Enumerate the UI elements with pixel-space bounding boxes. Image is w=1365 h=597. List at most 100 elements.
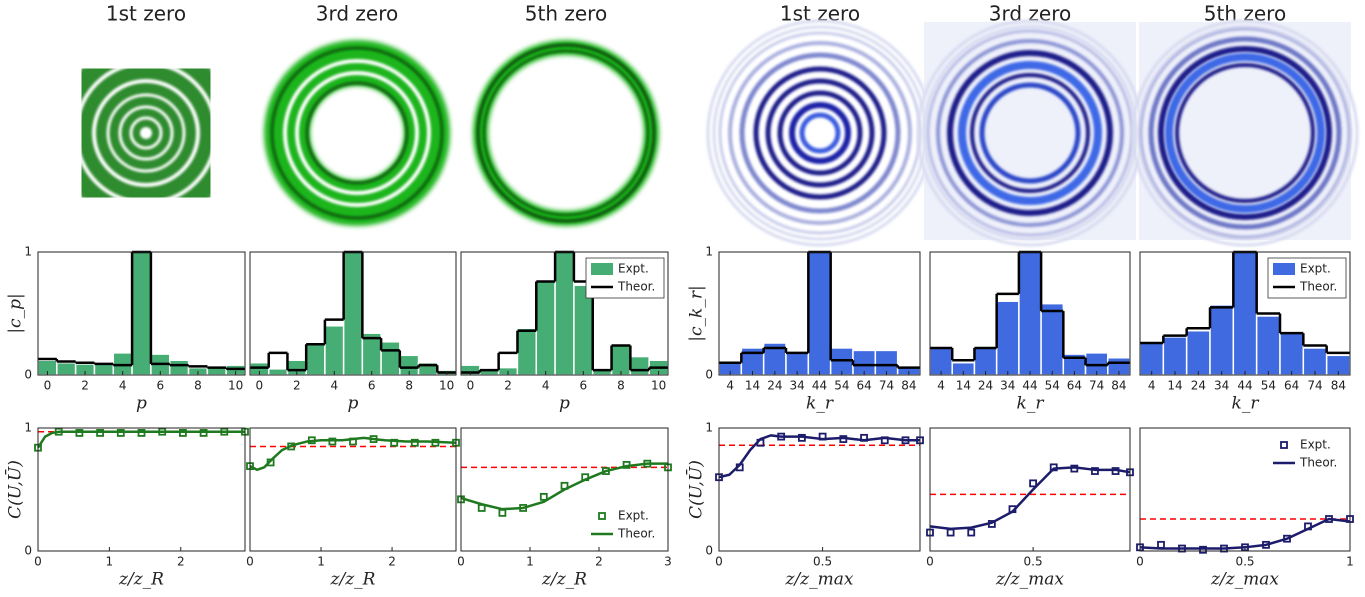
ring-band <box>481 48 652 219</box>
x-tick-label: 34 <box>1214 379 1229 393</box>
x-tick-label: 2 <box>293 379 301 393</box>
bar <box>555 252 574 375</box>
legend-label: Theor. <box>1299 456 1337 470</box>
bar <box>574 285 593 375</box>
legend-label: Expt. <box>618 262 649 276</box>
marker <box>1158 542 1164 548</box>
bar <box>57 363 76 375</box>
legend-marker <box>1281 442 1287 448</box>
x-tick-label: 0 <box>715 555 723 569</box>
theory-line <box>38 432 245 448</box>
x-tick-label: 1 <box>317 555 325 569</box>
axes-frame <box>930 428 1130 551</box>
x-tick-label: 4 <box>330 379 338 393</box>
bar <box>1303 348 1326 375</box>
x-tick-label: 10 <box>439 379 454 393</box>
x-tick-label: 24 <box>978 379 993 393</box>
x-tick-label: 6 <box>579 379 587 393</box>
x-tick-label: 34 <box>790 379 805 393</box>
image-title: 5th zero <box>525 2 607 26</box>
bar <box>362 333 381 375</box>
ring <box>478 45 654 221</box>
x-tick-label: 74 <box>879 379 894 393</box>
ring <box>297 73 417 193</box>
x-tick-label: 84 <box>1111 379 1126 393</box>
x-tick-label: 44 <box>812 379 827 393</box>
theory-line <box>719 435 920 477</box>
marker <box>582 474 588 480</box>
legend-label: Expt. <box>1300 262 1331 276</box>
x-axis-label: k_r <box>1232 394 1260 414</box>
x-axis-label: z/z_max <box>785 570 854 590</box>
marker <box>820 434 826 440</box>
x-tick-label: 10 <box>651 379 666 393</box>
x-tick-label: 1 <box>526 555 534 569</box>
y-tick-label: 1 <box>705 421 713 435</box>
legend-label: Theor. <box>617 527 655 541</box>
x-tick-label: 54 <box>1045 379 1060 393</box>
x-axis-label: z/z_max <box>995 570 1064 590</box>
bar <box>930 348 952 375</box>
x-tick-label: 54 <box>834 379 849 393</box>
bar <box>132 252 151 375</box>
ring <box>484 51 648 215</box>
x-tick-label: 2 <box>388 555 396 569</box>
x-tick-label: 2 <box>595 555 603 569</box>
x-axis-label: z/z_R <box>118 570 164 590</box>
legend-label: Expt. <box>618 509 649 523</box>
legend-label: Theor. <box>617 280 655 294</box>
bar <box>612 345 631 375</box>
x-axis-label: z/z_R <box>330 570 376 590</box>
x-axis-label: p <box>348 394 359 414</box>
bar <box>269 369 288 375</box>
ring <box>742 55 898 211</box>
marker <box>882 437 888 443</box>
ring <box>756 69 884 197</box>
bar <box>344 252 363 375</box>
x-tick-label: 8 <box>194 379 202 393</box>
x-tick-label: 4 <box>726 379 734 393</box>
marker <box>541 494 547 500</box>
x-tick-label: 84 <box>1331 379 1346 393</box>
ring-center <box>140 127 152 139</box>
x-tick-label: 0 <box>44 379 52 393</box>
bar <box>1187 331 1210 375</box>
y-axis-label: C(U,Ū) <box>686 460 707 519</box>
x-tick-label: 84 <box>901 379 916 393</box>
bar <box>974 347 996 375</box>
marker <box>350 439 356 445</box>
marker <box>391 440 397 446</box>
x-tick-label: 14 <box>745 379 760 393</box>
theory-line <box>930 467 1130 529</box>
marker <box>1030 480 1036 486</box>
ring-image <box>76 63 216 203</box>
x-tick-label: 24 <box>767 379 782 393</box>
y-tick-label: 1 <box>24 421 32 435</box>
ring <box>720 33 920 233</box>
y-tick-label: 0 <box>705 368 713 382</box>
bar <box>1210 305 1233 375</box>
bar <box>170 360 189 375</box>
bar <box>306 344 325 375</box>
ring-image <box>918 21 1142 245</box>
image-title: 1st zero <box>106 2 186 26</box>
x-tick-label: 0 <box>457 555 465 569</box>
bar <box>1233 252 1256 375</box>
x-tick-label: 0 <box>467 379 475 393</box>
bar <box>1019 252 1041 375</box>
y-axis-label: |c_p| <box>6 293 26 333</box>
legend-marker <box>599 513 605 519</box>
x-tick-label: 74 <box>1089 379 1104 393</box>
x-tick-label: 3 <box>664 555 672 569</box>
theory-line <box>250 438 456 470</box>
ring-image <box>272 48 442 218</box>
legend-label: Expt. <box>1300 438 1331 452</box>
marker <box>479 505 485 511</box>
x-tick-label: 2 <box>504 379 512 393</box>
image-title: 3rd zero <box>316 2 398 26</box>
x-tick-label: 4 <box>119 379 127 393</box>
x-tick-label: 24 <box>1191 379 1206 393</box>
bar <box>997 301 1019 375</box>
x-tick-label: 4 <box>542 379 550 393</box>
x-tick-label: 44 <box>1022 379 1037 393</box>
